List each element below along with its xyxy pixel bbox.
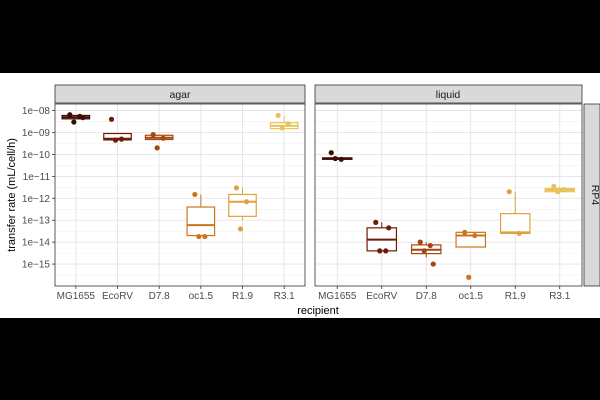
x-tick-label: oc1.5 [459, 291, 484, 302]
x-tick-label: MG1655 [318, 291, 357, 302]
data-point [421, 248, 427, 254]
data-point [67, 112, 73, 118]
data-point [80, 114, 86, 121]
data-point [328, 150, 334, 156]
box-agar-MG1655 [61, 112, 91, 125]
strip-agar-label: agar [169, 89, 191, 101]
y-tick-label: 1e−10 [22, 150, 51, 161]
data-point [383, 248, 389, 254]
y-tick-label: 1e−08 [22, 106, 51, 117]
data-point [427, 242, 433, 249]
x-tick-label: R1.9 [505, 291, 527, 302]
box-body [186, 206, 216, 237]
box-agar-R1.9 [228, 185, 257, 232]
data-point [108, 116, 115, 122]
panel-background [315, 104, 582, 286]
box-liquid-R1.9 [499, 189, 531, 237]
data-point [561, 186, 567, 193]
x-tick-label: EcoRV [102, 291, 133, 302]
data-point [202, 233, 208, 240]
data-point [118, 136, 125, 142]
box-agar-R3.1 [269, 112, 299, 131]
grid-left [55, 104, 305, 286]
data-point [192, 191, 198, 198]
box-body [228, 193, 257, 217]
data-point [243, 199, 250, 205]
data-point [196, 233, 202, 240]
box-liquid-D7.8 [410, 239, 442, 267]
data-point [430, 261, 436, 267]
x-axis-title: recipient [297, 305, 339, 317]
strip-liquid-label: liquid [436, 89, 461, 101]
x-tick-label: R3.1 [274, 291, 296, 302]
data-point [516, 230, 522, 237]
panel-border [314, 103, 583, 287]
x-tick-label: oc1.5 [189, 291, 214, 302]
chart-svg: MG1655 EcoRV D7.8 oc1.5 R1.9 R3.1 MG1655 EcoRV D… [6, 84, 600, 317]
x-tick-label: D7.8 [416, 291, 438, 302]
data-point [332, 155, 338, 162]
chart-marks [61, 112, 576, 280]
strip-agar [54, 84, 306, 104]
y-tick-label: 1e−12 [22, 194, 51, 205]
panel-border [54, 103, 306, 287]
data-point [150, 132, 156, 138]
x-tick-label: EcoRV [366, 291, 397, 302]
strip-rp4-label: RP4 [589, 185, 600, 206]
y-tick-label: 1e−15 [22, 260, 51, 271]
y-tick-label: 1e−13 [22, 216, 51, 227]
data-point [275, 112, 281, 119]
data-point [472, 232, 478, 239]
data-point [466, 274, 472, 280]
chart-panel: MG1655 EcoRV D7.8 oc1.5 R1.9 R3.1 MG1655 EcoRV D… [0, 73, 600, 318]
data-point [377, 248, 383, 254]
data-point [285, 121, 291, 127]
data-point [71, 119, 77, 125]
y-tick-label: 1e−09 [22, 128, 51, 139]
data-point [506, 189, 512, 195]
box-liquid-R3.1 [544, 183, 576, 195]
data-point [160, 135, 166, 141]
box-liquid-MG1655 [321, 150, 353, 162]
y-axis-title: transfer rate (mL/cell/h) [6, 138, 18, 252]
data-point [233, 185, 240, 191]
x-tick-label: MG1655 [57, 291, 96, 302]
x-tick-label: R3.1 [549, 291, 571, 302]
data-point [551, 183, 557, 189]
data-point [237, 226, 244, 232]
data-point [373, 219, 379, 225]
box-liquid-EcoRV [366, 219, 398, 254]
data-point [462, 229, 468, 235]
data-point [417, 239, 423, 245]
box-body [499, 213, 531, 235]
box-agar-EcoRV [103, 116, 132, 143]
axes: MG1655 EcoRV D7.8 oc1.5 R1.9 R3.1 MG1655 EcoRV D… [22, 103, 583, 302]
x-tick-label: R1.9 [232, 291, 254, 302]
x-tick-label: D7.8 [149, 291, 171, 302]
strip-rp4 [583, 103, 600, 287]
y-tick-label: 1e−14 [22, 238, 51, 249]
y-tick-label: 1e−11 [23, 172, 51, 183]
data-point [112, 137, 119, 143]
box-agar-D7.8 [144, 132, 174, 151]
grid-right [315, 104, 582, 286]
data-point [555, 189, 561, 195]
data-point [154, 145, 160, 151]
strip-liquid [314, 84, 583, 104]
panel-background [55, 104, 305, 286]
data-point [279, 125, 285, 131]
data-point [338, 156, 344, 162]
data-point [386, 225, 392, 231]
box-agar-oc1.5 [186, 191, 216, 240]
box-liquid-oc1.5 [455, 229, 487, 280]
box-body [455, 231, 487, 248]
